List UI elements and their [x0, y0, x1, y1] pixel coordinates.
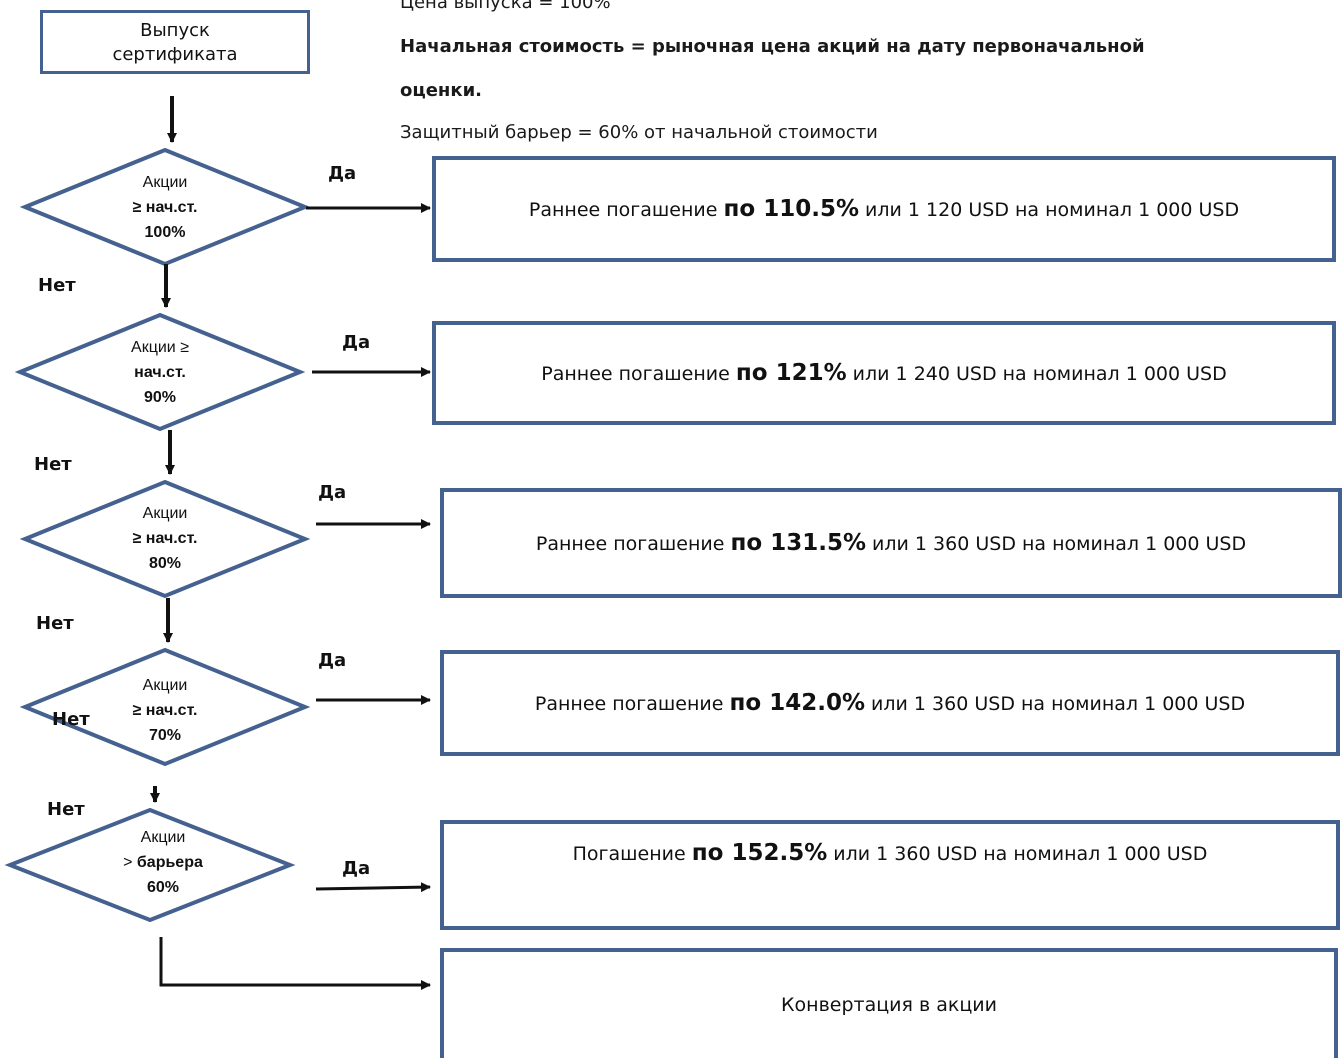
outcome-box-3: Раннее погашение по 131.5% или 1 360 USD…: [440, 488, 1342, 598]
yes-label-2: Да: [342, 332, 371, 353]
outcome-1-post: или 1 120 USD на номинал 1 000 USD: [859, 199, 1240, 221]
outcome-5-text: Погашение по 152.5% или 1 360 USD на ном…: [573, 840, 1208, 866]
decision-5-line-3: 60%: [146, 879, 180, 896]
no-label-3: Нет: [36, 613, 74, 634]
outcome-5-post: или 1 360 USD на номинал 1 000 USD: [827, 843, 1208, 865]
decision-diamond-3: [19, 479, 311, 599]
outcome-box-2: Раннее погашение по 121% или 1 240 USD н…: [432, 321, 1336, 425]
no-label-5: Нет: [52, 709, 90, 730]
decision-5-line-2: > барьера: [93, 850, 233, 875]
outcome-2-post: или 1 240 USD на номинал 1 000 USD: [846, 363, 1227, 385]
decision-1-line-3: 100%: [144, 224, 186, 241]
outcome-4-post: или 1 360 USD на номинал 1 000 USD: [865, 693, 1246, 715]
decision-label-1: Акции ≥ нач.ст. 100%: [95, 170, 235, 245]
decision-4-line-2: ≥ нач.ст.: [132, 702, 198, 719]
outcome-5-rate: по 152.5%: [691, 840, 828, 866]
decision-2-line-3: 90%: [143, 389, 177, 406]
decision-2-line-2: нач.ст.: [134, 364, 186, 381]
outcome-box-5: Погашение по 152.5% или 1 360 USD на ном…: [440, 820, 1340, 930]
conversion-box: Конвертация в акции: [440, 948, 1338, 1058]
no-label-4: Нет: [47, 799, 85, 820]
arrow-no-final: [159, 937, 431, 990]
decision-3-line-1: Акции: [142, 505, 188, 522]
outcome-2-pre: Раннее погашение: [541, 363, 736, 385]
outcome-4-rate: по 142.0%: [729, 690, 866, 716]
decision-label-2: Акции ≥ нач.ст. 90%: [90, 335, 230, 410]
yes-label-1: Да: [328, 163, 357, 184]
outcome-5-pre: Погашение: [572, 843, 692, 865]
yes-label-4: Да: [318, 650, 347, 671]
decision-diamond-5: [4, 807, 296, 923]
decision-label-3: Акции ≥ нач.ст. 80%: [95, 501, 235, 576]
decision-5-prefix: >: [123, 854, 137, 871]
initial-value-note: Начальная стоимость = рыночная цена акци…: [400, 36, 1145, 57]
outcome-2-rate: по 121%: [735, 360, 847, 386]
outcome-4-text: Раннее погашение по 142.0% или 1 360 USD…: [535, 690, 1245, 716]
outcome-3-pre: Раннее погашение: [535, 533, 731, 555]
no-label-1: Нет: [38, 275, 76, 296]
outcome-3-text: Раннее погашение по 131.5% или 1 360 USD…: [536, 530, 1246, 556]
decision-label-4: Акции ≥ нач.ст. 70%: [95, 673, 235, 748]
outcome-1-rate: по 110.5%: [723, 196, 860, 222]
yes-label-3: Да: [318, 482, 347, 503]
outcome-2-text: Раннее погашение по 121% или 1 240 USD н…: [541, 360, 1227, 386]
outcome-1-text: Раннее погашение по 110.5% или 1 120 USD…: [529, 196, 1239, 222]
arrow-yes-5: [315, 882, 431, 893]
outcome-3-rate: по 131.5%: [730, 530, 867, 556]
decision-4-line-1: Акции: [142, 677, 188, 694]
certificate-issue-box: Выпуск сертификата: [40, 10, 310, 74]
outcome-box-1: Раннее погашение по 110.5% или 1 120 USD…: [432, 156, 1336, 262]
barrier-note: Защитный барьер = 60% от начальной стоим…: [400, 122, 878, 143]
decision-2-line-1: Акции ≥: [131, 339, 189, 356]
decision-1-line-1: Акции: [142, 174, 188, 191]
decision-3-line-3: 80%: [148, 555, 182, 572]
outcome-4-pre: Раннее погашение: [534, 693, 730, 715]
initial-value-note-cont: оценки.: [400, 80, 483, 101]
decision-1-line-2: ≥ нач.ст.: [132, 199, 198, 216]
decision-5-line-1: Акции: [140, 829, 186, 846]
issue-price-note: Цена выпуска = 100%: [400, 0, 611, 13]
outcome-3-post: или 1 360 USD на номинал 1 000 USD: [866, 533, 1247, 555]
outcome-1-pre: Раннее погашение: [528, 199, 724, 221]
decision-3-line-2: ≥ нач.ст.: [132, 530, 198, 547]
outcome-box-4: Раннее погашение по 142.0% или 1 360 USD…: [440, 650, 1340, 756]
decision-5-barrier: барьера: [136, 854, 203, 871]
no-label-2: Нет: [34, 454, 72, 475]
start-line-1: Выпуск: [140, 20, 210, 41]
start-line-2: сертификата: [112, 44, 238, 65]
decision-label-5: Акции > барьера 60%: [93, 825, 233, 900]
decision-diamond-2: [14, 312, 306, 432]
yes-label-5: Да: [342, 858, 371, 879]
decision-diamond-4: [19, 647, 311, 767]
conversion-text: Конвертация в акции: [781, 994, 997, 1016]
decision-4-line-3: 70%: [148, 727, 182, 744]
